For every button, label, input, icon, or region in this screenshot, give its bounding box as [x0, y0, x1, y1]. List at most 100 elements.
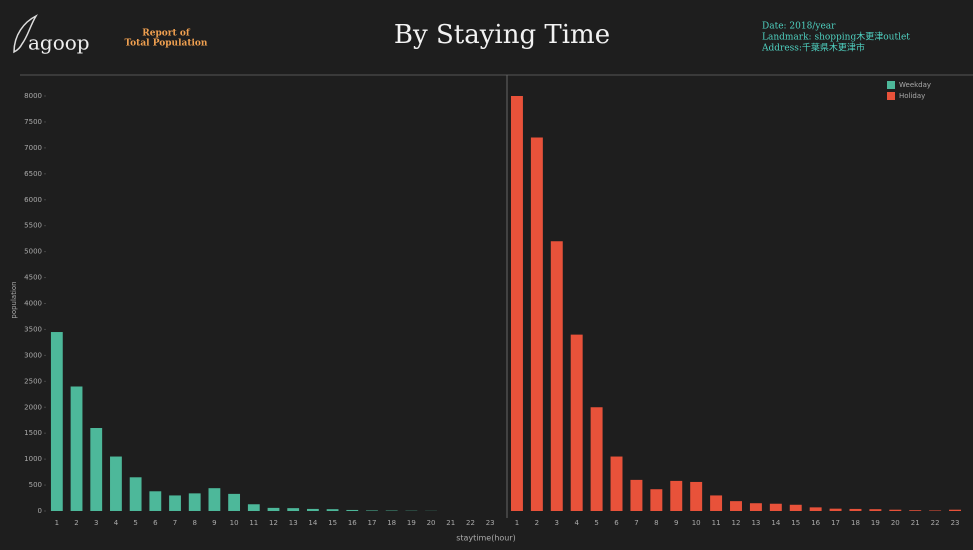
- legend-swatch: [887, 92, 895, 100]
- x-tick-label: 5: [133, 519, 137, 527]
- x-tick-label: 4: [574, 519, 579, 527]
- bar: [169, 495, 181, 511]
- y-tick-label: 6000: [24, 196, 42, 204]
- bar: [909, 510, 922, 511]
- x-tick-label: 18: [387, 519, 396, 527]
- legend-label: Weekday: [899, 81, 931, 89]
- x-tick-label: 11: [712, 519, 721, 527]
- x-tick-label: 5: [594, 519, 598, 527]
- x-tick-label: 7: [634, 519, 638, 527]
- x-tick-label: 10: [692, 519, 701, 527]
- x-tick-label: 9: [212, 519, 216, 527]
- y-tick-label: 1500: [24, 429, 42, 437]
- bar: [630, 479, 643, 511]
- x-tick-label: 1: [515, 519, 519, 527]
- x-tick-label: 8: [192, 519, 196, 527]
- bar: [346, 509, 359, 511]
- y-tick-label: 2500: [24, 377, 42, 385]
- bar: [129, 477, 142, 511]
- date: Date: 2018/year: [762, 22, 836, 32]
- bar: [306, 508, 319, 511]
- bar: [50, 332, 63, 511]
- landmark: Landmark: shopping木更津outlet: [762, 31, 910, 43]
- bar: [789, 504, 802, 511]
- x-tick-label: 22: [466, 519, 475, 527]
- x-tick-label: 17: [831, 519, 840, 527]
- report-line: Total Population: [125, 39, 208, 49]
- address: Address:千葉県木更津市: [761, 42, 865, 54]
- bar: [188, 493, 201, 511]
- bar: [749, 503, 762, 511]
- x-tick-label: 12: [269, 519, 278, 527]
- bar: [208, 488, 221, 511]
- bar: [949, 509, 962, 511]
- bar: [929, 510, 942, 511]
- bar: [710, 495, 723, 511]
- x-tick-label: 19: [407, 519, 416, 527]
- bar: [70, 386, 83, 511]
- x-tick-label: 1: [55, 519, 59, 527]
- x-tick-label: 9: [674, 519, 678, 527]
- x-tick-label: 3: [94, 519, 98, 527]
- x-tick-label: 3: [555, 519, 559, 527]
- y-tick-label: 1000: [24, 455, 42, 463]
- bar: [849, 508, 862, 511]
- x-axis-label: staytime(hour): [456, 534, 516, 543]
- x-tick-label: 13: [289, 519, 298, 527]
- x-tick-label: 2: [74, 519, 78, 527]
- bar: [366, 510, 378, 511]
- x-tick-label: 23: [951, 519, 960, 527]
- x-tick-label: 13: [751, 519, 760, 527]
- bar: [326, 509, 339, 511]
- x-tick-label: 14: [308, 519, 317, 527]
- x-tick-label: 4: [114, 519, 119, 527]
- logo-feather: [13, 14, 38, 54]
- legend-swatch: [887, 81, 895, 89]
- x-tick-label: 21: [911, 519, 920, 527]
- bar: [650, 489, 663, 511]
- x-tick-label: 10: [230, 519, 239, 527]
- bar: [110, 456, 122, 511]
- y-tick-label: 8000: [24, 92, 42, 100]
- bar: [610, 456, 623, 511]
- bar: [809, 507, 822, 511]
- y-tick-label: 2000: [24, 403, 42, 411]
- y-tick-label: 4000: [24, 300, 42, 308]
- bar: [247, 504, 260, 511]
- y-tick-label: 3000: [24, 351, 42, 359]
- bar: [267, 507, 280, 511]
- bar: [690, 481, 703, 511]
- bar: [149, 491, 162, 511]
- y-tick-label: 4500: [24, 274, 42, 282]
- bar: [590, 407, 603, 511]
- x-tick-label: 23: [486, 519, 495, 527]
- bar: [287, 508, 300, 511]
- bar: [90, 428, 103, 511]
- x-tick-label: 12: [732, 519, 741, 527]
- y-tick-label: 5000: [24, 248, 42, 256]
- x-tick-label: 20: [427, 519, 436, 527]
- y-axis-label: population: [10, 281, 18, 318]
- bar: [228, 493, 241, 511]
- bar: [670, 480, 683, 511]
- bar: [570, 334, 583, 511]
- x-tick-label: 8: [654, 519, 658, 527]
- bar: [510, 96, 523, 511]
- y-tick-label: 3500: [24, 325, 42, 333]
- x-tick-label: 17: [368, 519, 377, 527]
- bar: [829, 508, 842, 511]
- bar: [550, 241, 563, 511]
- legend-label: Holiday: [899, 92, 925, 100]
- x-tick-label: 20: [891, 519, 900, 527]
- x-tick-label: 22: [931, 519, 940, 527]
- x-tick-label: 11: [249, 519, 258, 527]
- y-tick-label: 0: [38, 507, 42, 515]
- bar: [869, 509, 882, 511]
- x-tick-label: 6: [614, 519, 619, 527]
- bar: [530, 137, 543, 511]
- bar: [889, 509, 902, 511]
- x-tick-label: 19: [871, 519, 880, 527]
- x-tick-label: 15: [791, 519, 800, 527]
- bar: [769, 503, 782, 511]
